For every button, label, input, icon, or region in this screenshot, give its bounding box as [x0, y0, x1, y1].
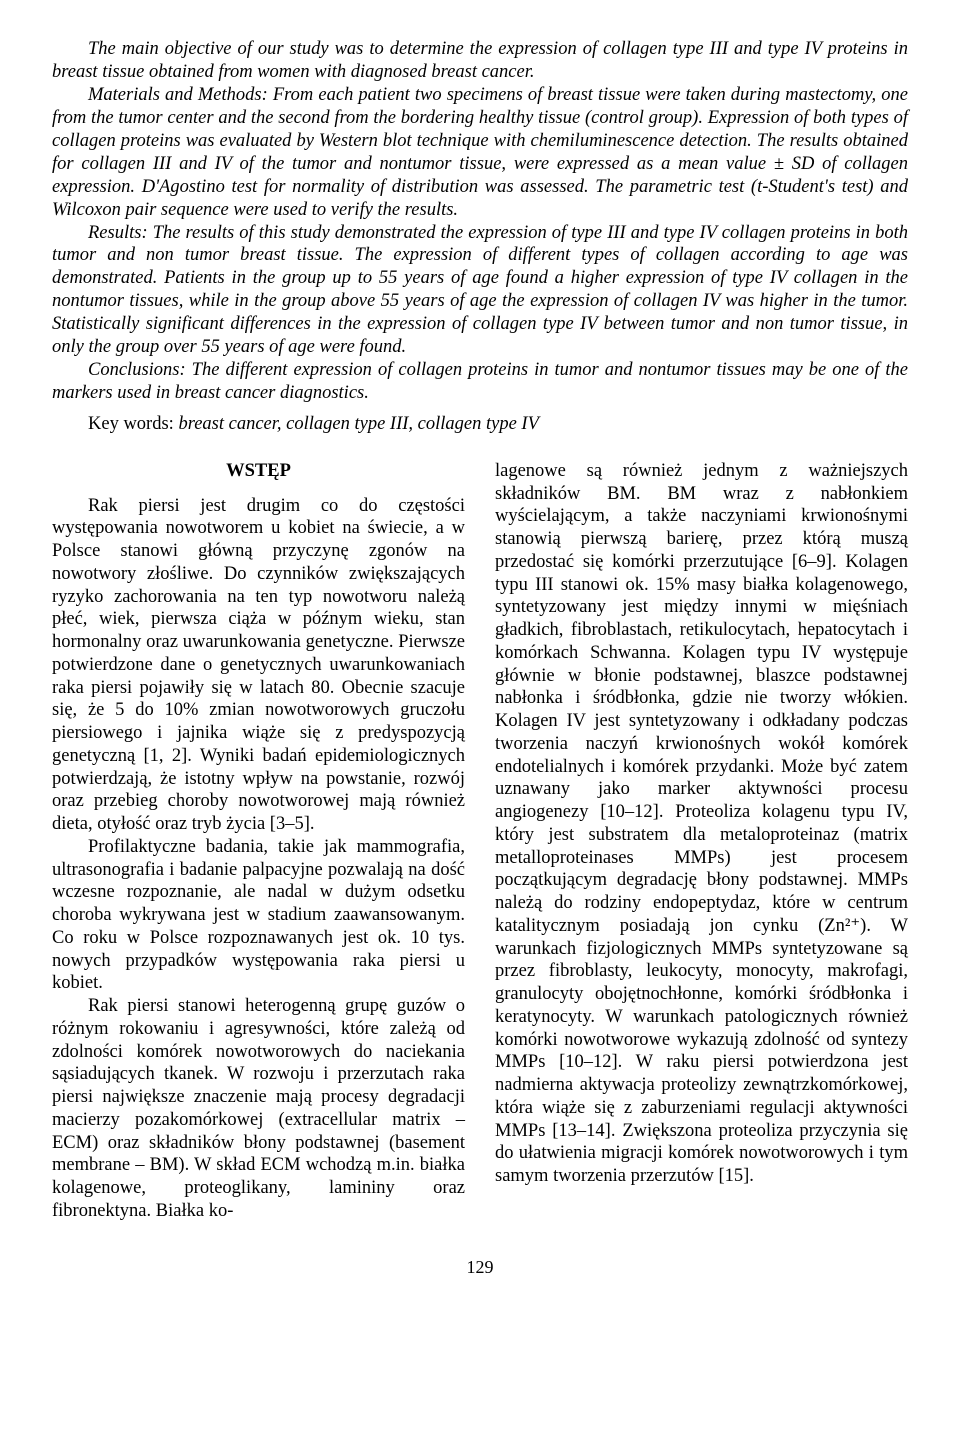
keywords-line: Key words: breast cancer, collagen type …: [52, 413, 908, 436]
abstract-paragraph: Results: The results of this study demon…: [52, 222, 908, 360]
abstract: The main objective of our study was to d…: [52, 38, 908, 405]
keywords-label: Key words:: [88, 414, 174, 434]
left-column: WSTĘP Rak piersi jest drugim co do częst…: [52, 460, 465, 1223]
body-columns: WSTĘP Rak piersi jest drugim co do częst…: [52, 460, 908, 1223]
body-paragraph: Profilaktyczne badania, takie jak mammog…: [52, 836, 465, 995]
keywords-body: breast cancer, collagen type III, collag…: [174, 414, 539, 434]
right-column: lagenowe są również jednym z ważniejszyc…: [495, 460, 908, 1223]
page-number: 129: [52, 1257, 908, 1278]
body-paragraph: lagenowe są również jednym z ważniejszyc…: [495, 460, 908, 1188]
section-heading: WSTĘP: [52, 460, 465, 483]
abstract-paragraph: Conclusions: The different expression of…: [52, 359, 908, 405]
abstract-paragraph: Materials and Methods: From each patient…: [52, 84, 908, 222]
body-paragraph: Rak piersi stanowi heterogenną grupę guz…: [52, 995, 465, 1223]
abstract-paragraph: The main objective of our study was to d…: [52, 38, 908, 84]
body-paragraph: Rak piersi jest drugim co do częstości w…: [52, 495, 465, 836]
